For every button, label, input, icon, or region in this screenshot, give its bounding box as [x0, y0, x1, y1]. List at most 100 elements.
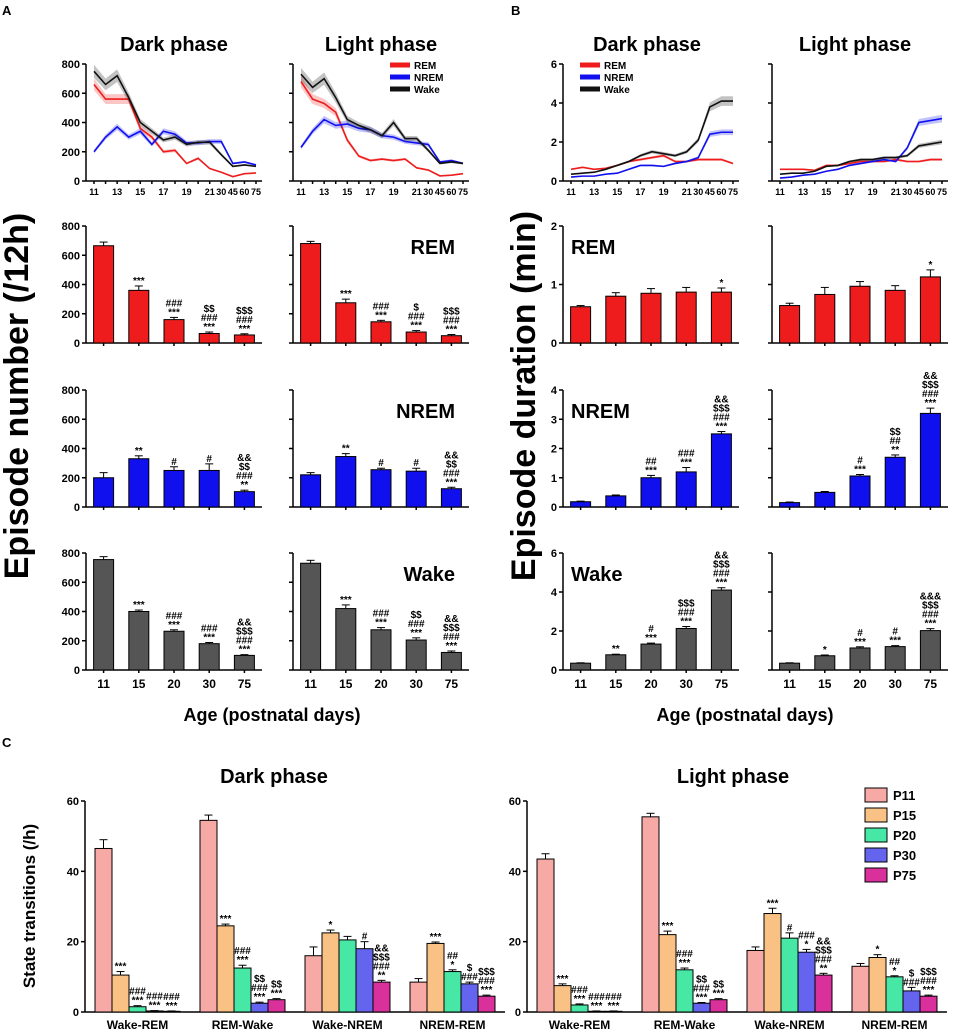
y-tick-label: 0 — [74, 502, 80, 514]
bar — [641, 816, 660, 1013]
significance-mark: *** — [923, 985, 935, 996]
bar — [335, 456, 357, 508]
significance-mark: # — [362, 932, 368, 943]
bar — [884, 646, 906, 671]
y-tick-label: 4 — [551, 98, 558, 110]
series-band-nrem — [301, 115, 463, 165]
bar — [779, 502, 801, 508]
series-line-wake — [300, 73, 464, 165]
y-tick-label: 0 — [73, 1007, 79, 1019]
x-tick-label: 75 — [445, 677, 459, 691]
significance-mark: ### — [236, 315, 253, 326]
series-line-wake — [779, 141, 943, 175]
bar — [710, 291, 732, 344]
significance-mark: ### — [166, 611, 183, 622]
bar — [233, 491, 255, 508]
significance-mark: * — [823, 645, 827, 656]
x-tick-label: 11 — [783, 677, 796, 691]
line-chart-B-light-line: 11 13 15 17 19 21 30 45 60 75 — [768, 63, 948, 197]
series-line-rem — [93, 83, 257, 178]
significance-mark: ### — [713, 413, 730, 424]
x-tick-label: NREM-REM — [862, 1018, 928, 1032]
significance-mark: *** — [132, 996, 144, 1007]
bar — [710, 589, 732, 671]
significance-mark: # — [648, 624, 654, 635]
significance-mark: * — [893, 966, 897, 977]
bar — [440, 488, 462, 508]
bar-chart-B-light-REM: * — [768, 225, 948, 346]
y-tick-label: 0 — [551, 665, 557, 677]
x-tick-label: 15 — [818, 677, 832, 691]
bar — [919, 412, 941, 508]
significance-mark: $$$ — [713, 404, 730, 415]
significance-mark: ** — [891, 445, 899, 456]
x-tick-label: 75 — [251, 187, 261, 197]
bar-chart-B-light-Wake: 11 15*20#***30#***75&&&$$$###*** — [768, 552, 948, 691]
significance-mark: $$ — [890, 427, 902, 438]
significance-mark: && — [237, 453, 251, 464]
legend-label-nrem: NREM — [414, 73, 443, 84]
x-tick-label: 11 — [574, 677, 587, 691]
bar — [675, 969, 694, 1013]
significance-mark: *** — [133, 276, 145, 287]
x-tick-label: 11 — [566, 187, 576, 197]
significance-mark: $$ — [696, 975, 708, 986]
bar — [405, 331, 427, 344]
y-tick-label: 4 — [551, 587, 558, 599]
y-tick-label: 800 — [62, 385, 80, 397]
bar — [163, 469, 185, 508]
significance-mark: *** — [679, 958, 691, 969]
significance-mark: && — [714, 551, 728, 562]
significance-mark: *** — [375, 618, 387, 629]
panel-state-label: REM — [571, 237, 615, 259]
bar — [440, 335, 462, 344]
title-a-light: Light phase — [325, 34, 437, 56]
bar — [233, 654, 255, 671]
significance-mark: # — [413, 458, 419, 469]
legend-label-wake: Wake — [414, 85, 440, 96]
x-tick-label: 17 — [158, 187, 168, 197]
bar — [780, 937, 799, 1013]
significance-mark: $$$ — [922, 380, 939, 391]
bar — [409, 981, 428, 1013]
significance-mark: ### — [373, 961, 390, 972]
x-tick-label: 30 — [410, 677, 424, 691]
x-tick-label: NREM-REM — [420, 1018, 486, 1032]
significance-mark: $$$ — [373, 952, 390, 963]
legend-label-p30: P30 — [893, 848, 916, 863]
significance-mark: ** — [342, 444, 350, 455]
significance-mark: *** — [767, 898, 779, 909]
y-tick-label: 2 — [551, 444, 557, 456]
x-tick-label: 75 — [924, 677, 938, 691]
x-tick-label: 30 — [693, 187, 703, 197]
title-c-light: Light phase — [677, 766, 789, 788]
series-line-nrem — [779, 117, 943, 179]
bar — [163, 630, 185, 671]
bar — [321, 932, 340, 1013]
significance-mark: * — [451, 960, 455, 971]
significance-mark: *** — [446, 325, 458, 336]
legend-label-wake: Wake — [604, 85, 630, 96]
significance-mark: *** — [854, 465, 866, 476]
series-line-wake — [570, 100, 733, 175]
significance-mark: *** — [481, 985, 493, 996]
significance-mark: ### — [676, 949, 693, 960]
bar — [335, 302, 357, 344]
x-tick-label: 75 — [238, 677, 252, 691]
bar-chart-B-dark-REM: 0 1 2 * REM — [551, 221, 739, 350]
line-chart-A-dark-line: 0 200 400 600 800 11 13 15 17 19 21 30 45 60 75 — [62, 59, 262, 197]
significance-mark: # — [857, 456, 863, 467]
significance-mark: ### — [166, 298, 183, 309]
bar — [919, 995, 938, 1013]
significance-mark: *** — [608, 1001, 620, 1012]
bar — [779, 662, 801, 671]
bar — [198, 469, 220, 508]
significance-mark: $$$ — [920, 967, 937, 978]
significance-mark: ## — [889, 957, 901, 968]
x-tick-label: 45 — [914, 187, 924, 197]
significance-mark: *** — [271, 989, 283, 1000]
significance-mark: $ — [909, 968, 915, 979]
significance-mark: ### — [443, 316, 460, 327]
